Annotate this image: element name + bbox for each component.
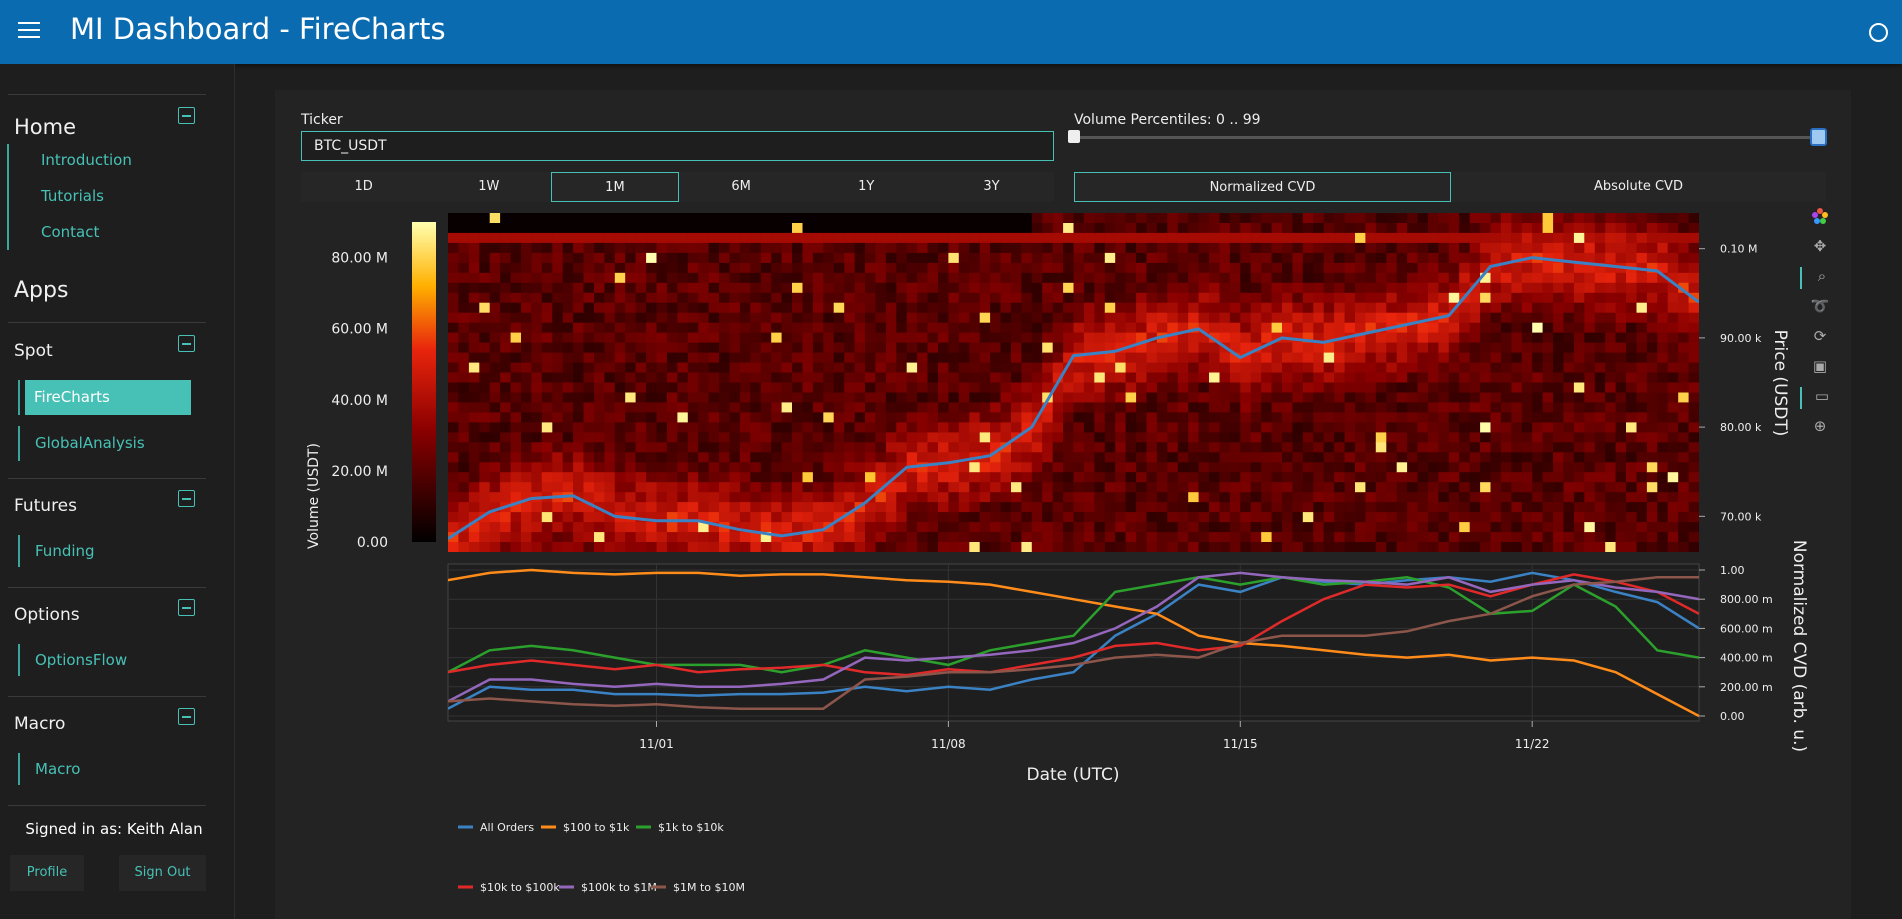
nav-guide-line	[18, 535, 20, 567]
collapse-spot-button[interactable]	[178, 335, 195, 352]
sidebar-item-macro[interactable]: Macro	[35, 760, 81, 778]
range-1w-button[interactable]: 1W	[478, 179, 500, 194]
lasso-icon[interactable]: ➰	[1810, 297, 1830, 315]
nav-guide-line	[18, 753, 20, 785]
absolute-cvd-button[interactable]: Absolute CVD	[1594, 179, 1683, 194]
divider	[8, 805, 206, 806]
top-app-bar: MI Dashboard - FireCharts	[0, 0, 1902, 64]
main-panel	[275, 90, 1851, 919]
reset-icon[interactable]: ⟳	[1813, 327, 1827, 345]
sidebar-item-firecharts[interactable]: FireCharts	[25, 380, 191, 415]
collapse-futures-button[interactable]	[178, 490, 195, 507]
collapse-home-button[interactable]	[178, 107, 195, 124]
menu-icon[interactable]	[18, 22, 40, 40]
cvd-mode-selector: Normalized CVD Absolute CVD	[1074, 172, 1826, 202]
sidebar-item-contact[interactable]: Contact	[41, 223, 100, 241]
nav-guide-line	[18, 380, 20, 415]
nav-guide-line	[7, 144, 9, 250]
divider	[8, 94, 206, 95]
range-1d-button[interactable]: 1D	[354, 179, 373, 194]
section-title-futures: Futures	[14, 496, 77, 516]
profile-button[interactable]: Profile	[10, 855, 84, 891]
volume-slider-track[interactable]	[1074, 136, 1826, 139]
download-icon[interactable]: ▣	[1812, 357, 1828, 375]
section-title-spot: Spot	[14, 341, 53, 361]
section-title-macro: Macro	[14, 714, 66, 734]
section-title-home: Home	[14, 115, 77, 139]
range-1m-button[interactable]: 1M	[551, 172, 679, 202]
zoom-box-icon[interactable]: ⌕	[1800, 267, 1842, 289]
page-title: MI Dashboard - FireCharts	[70, 12, 446, 46]
volume-slider-max-handle[interactable]	[1810, 128, 1827, 146]
range-6m-button[interactable]: 6M	[731, 179, 751, 194]
sidebar-item-tutorials[interactable]: Tutorials	[41, 187, 104, 205]
nav-guide-line	[18, 644, 20, 676]
divider	[8, 696, 206, 697]
crosshair-icon[interactable]: ⊕	[1813, 417, 1827, 435]
pan-icon[interactable]: ✥	[1813, 237, 1827, 255]
sidebar-item-funding[interactable]: Funding	[35, 542, 95, 560]
section-title-options: Options	[14, 605, 80, 625]
range-selector: 1D 1W 1M 6M 1Y 3Y	[301, 172, 1054, 202]
sign-out-button[interactable]: Sign Out	[119, 855, 206, 891]
range-3y-button[interactable]: 3Y	[983, 179, 1000, 194]
volume-percentiles-label: Volume Percentiles: 0 .. 99	[1074, 112, 1261, 128]
collapse-options-button[interactable]	[178, 599, 195, 616]
user-status-icon[interactable]	[1869, 23, 1888, 42]
divider	[8, 587, 206, 588]
nav-guide-line	[18, 426, 20, 461]
volume-slider-min-handle[interactable]	[1068, 130, 1080, 143]
ticker-input[interactable]	[301, 131, 1054, 161]
sidebar-item-optionsflow[interactable]: OptionsFlow	[35, 651, 128, 669]
sidebar-item-introduction[interactable]: Introduction	[41, 151, 132, 169]
divider	[8, 322, 206, 323]
range-1y-button[interactable]: 1Y	[858, 179, 875, 194]
sidebar-item-globalanalysis[interactable]: GlobalAnalysis	[35, 434, 145, 452]
section-title-apps: Apps	[14, 278, 69, 303]
sidebar: Home Introduction Tutorials Contact Apps…	[0, 64, 235, 919]
ticker-label: Ticker	[301, 112, 343, 128]
signed-in-label: Signed in as: Keith Alan	[25, 820, 203, 838]
hover-closest-icon[interactable]: ▭	[1800, 387, 1842, 409]
plotly-logo-icon[interactable]	[1800, 206, 1840, 228]
collapse-macro-button[interactable]	[178, 708, 195, 725]
normalized-cvd-button[interactable]: Normalized CVD	[1074, 172, 1451, 202]
divider	[8, 478, 206, 479]
